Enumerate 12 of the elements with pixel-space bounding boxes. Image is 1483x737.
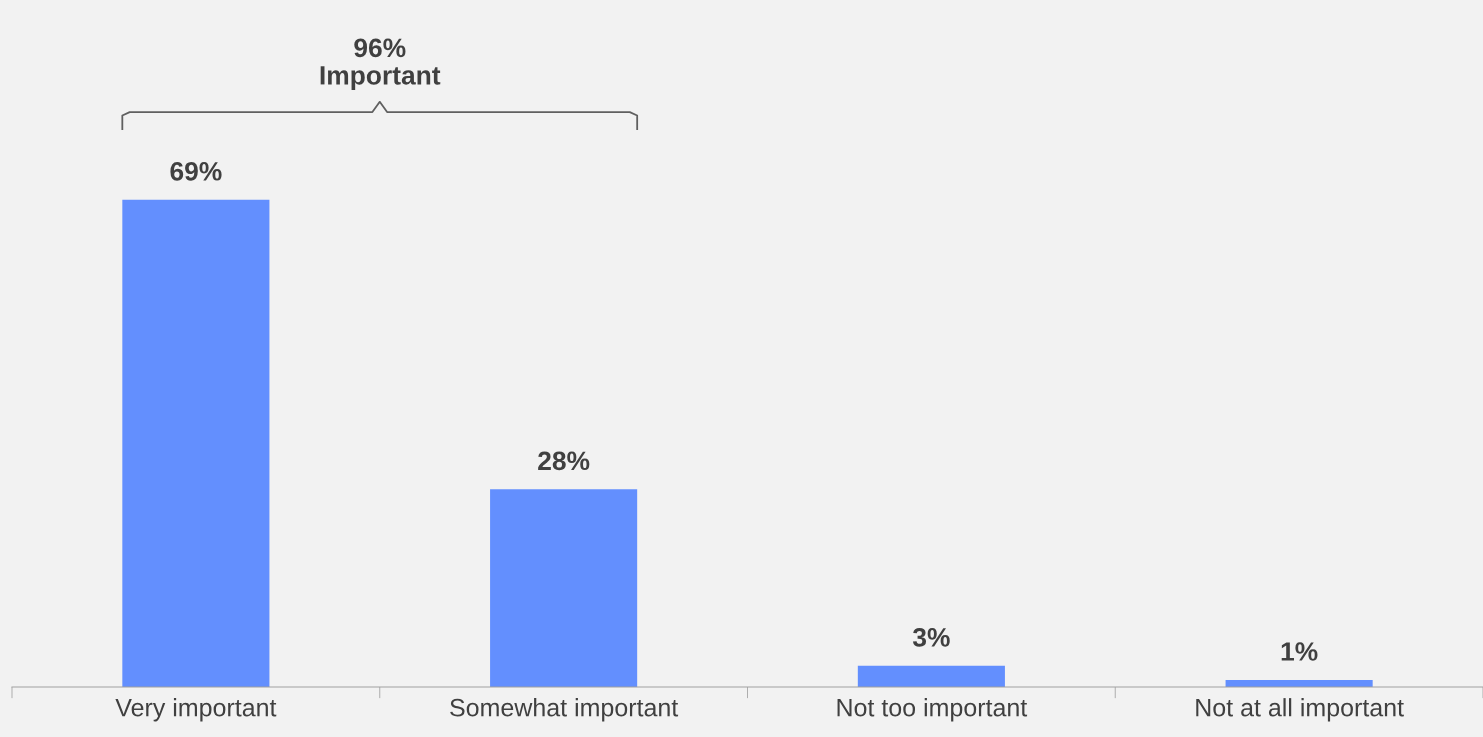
text: 96% Important bbox=[320, 38, 441, 90]
x-tick-label: Not too important bbox=[837, 698, 1028, 722]
data-label: 69% bbox=[170, 161, 222, 181]
x-tick-label: Very important bbox=[115, 698, 277, 722]
x-tick-label: Somewhat important bbox=[450, 698, 679, 722]
data-label: 28% bbox=[538, 451, 590, 471]
data-label: 3% bbox=[912, 628, 950, 647]
bar bbox=[490, 489, 638, 687]
bar bbox=[122, 199, 270, 687]
data-label: 1% bbox=[1281, 642, 1318, 661]
x-tick-label: Not at all important bbox=[1196, 698, 1404, 722]
bar bbox=[857, 665, 1005, 687]
